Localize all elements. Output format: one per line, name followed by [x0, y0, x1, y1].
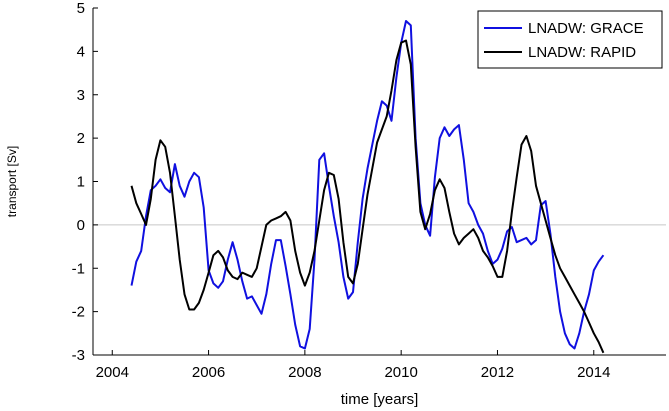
y-tick-label: -3 [72, 347, 85, 364]
legend-entry-grace: LNADW: GRACE [528, 20, 644, 37]
legend-box [477, 10, 663, 69]
series-line-rapid [130, 39, 605, 354]
series-line-grace [130, 20, 605, 350]
x-tick-label: 2010 [384, 364, 417, 381]
y-tick-label: 5 [77, 0, 85, 17]
x-ticks: 2004 2006 2008 2010 2012 2014 [96, 350, 610, 381]
x-tick-label: 2014 [577, 364, 610, 381]
x-axis-label: time [years] [341, 391, 419, 408]
y-tick-label: 0 [77, 217, 85, 234]
y-axis-label: transport [Sv] [5, 146, 19, 217]
legend-entry-rapid: LNADW: RAPID [528, 44, 636, 61]
y-tick-label: -2 [72, 304, 85, 321]
legend: LNADW: GRACE LNADW: RAPID [477, 10, 663, 69]
y-tick-label: 2 [77, 130, 85, 147]
y-ticks: -3 -2 -1 0 1 2 3 4 5 [72, 0, 98, 364]
series-layer [130, 20, 605, 354]
x-tick-label: 2006 [192, 364, 225, 381]
y-tick-label: 4 [77, 43, 85, 60]
x-tick-label: 2008 [288, 364, 321, 381]
y-tick-label: 1 [77, 174, 85, 191]
y-tick-label: -1 [72, 260, 85, 277]
x-tick-label: 2004 [96, 364, 129, 381]
x-tick-label: 2012 [481, 364, 514, 381]
y-tick-label: 3 [77, 87, 85, 104]
